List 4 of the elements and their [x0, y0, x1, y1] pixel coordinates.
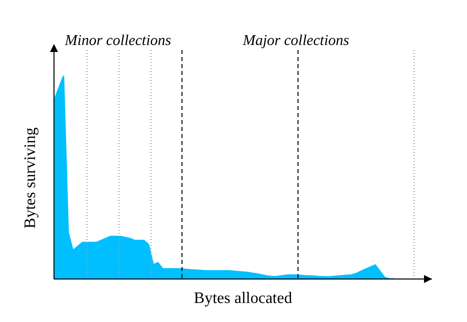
y-axis-title: Bytes surviving [22, 128, 39, 228]
text: Major collections [242, 33, 350, 49]
x-axis-title: Bytes allocated [194, 290, 292, 307]
text: Minor collections [64, 33, 172, 49]
